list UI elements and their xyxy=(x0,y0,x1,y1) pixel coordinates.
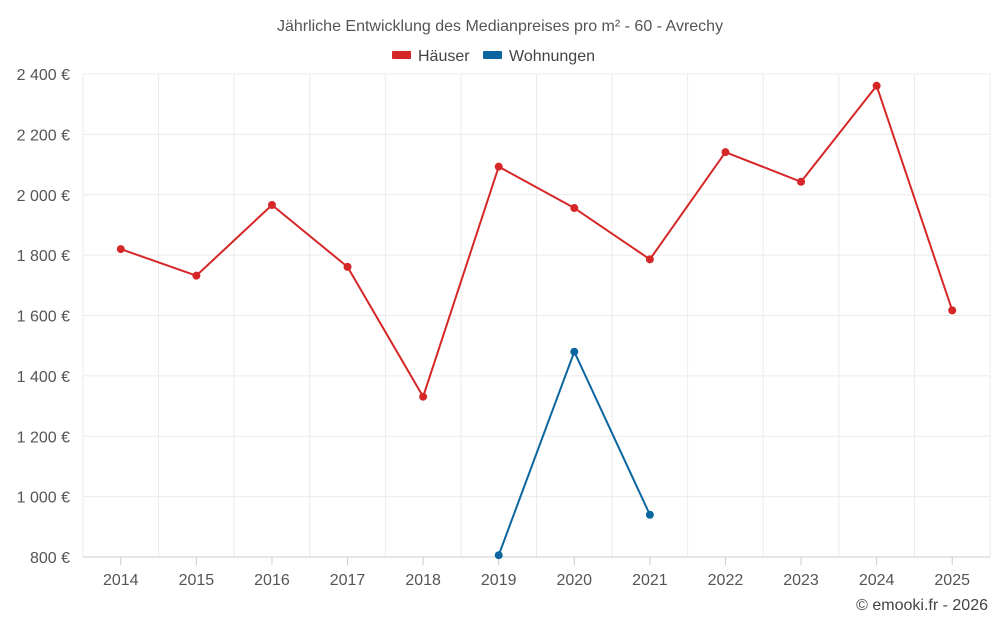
x-tick-label: 2015 xyxy=(179,572,215,589)
x-tick-label: 2025 xyxy=(934,572,970,589)
data-point-haeuser[interactable] xyxy=(872,81,881,90)
y-tick-label: 1 000 € xyxy=(17,490,70,507)
data-point-wohnungen[interactable] xyxy=(645,510,654,519)
x-tick-label: 2018 xyxy=(405,572,441,589)
y-tick-label: 1 200 € xyxy=(17,429,70,446)
x-tick-label: 2019 xyxy=(481,572,517,589)
y-tick-label: 1 400 € xyxy=(17,369,70,386)
legend-label-wohnungen: Wohnungen xyxy=(509,48,595,65)
data-point-haeuser[interactable] xyxy=(797,177,806,186)
legend-item-wohnungen[interactable]: Wohnungen xyxy=(483,48,595,65)
legend-item-haeuser[interactable]: Häuser xyxy=(392,48,470,65)
data-point-haeuser[interactable] xyxy=(494,162,503,171)
series-haeuser xyxy=(116,81,957,401)
data-point-haeuser[interactable] xyxy=(948,306,957,315)
series-line-wohnungen xyxy=(497,350,651,556)
x-tick-label: 2016 xyxy=(254,572,290,589)
series-wohnungen xyxy=(494,347,654,560)
y-tick-label: 2 200 € xyxy=(17,127,70,144)
x-tick-label: 2017 xyxy=(330,572,366,589)
x-tick-label: 2022 xyxy=(708,572,744,589)
data-point-haeuser[interactable] xyxy=(645,255,654,264)
data-point-haeuser[interactable] xyxy=(343,262,352,271)
y-tick-label: 2 400 € xyxy=(17,67,70,84)
legend-swatch-haeuser xyxy=(392,51,411,59)
x-tick-label: 2024 xyxy=(859,572,895,589)
y-tick-label: 800 € xyxy=(30,550,70,567)
x-axis-labels: 2014 2015 2016 2017 2018 2019 2020 2021 2022 2023… xyxy=(103,557,970,589)
y-tick-label: 2 000 € xyxy=(17,188,70,205)
x-tick-label: 2021 xyxy=(632,572,668,589)
data-point-haeuser[interactable] xyxy=(267,201,276,210)
legend: Häuser Wohnungen xyxy=(392,48,595,65)
data-point-wohnungen[interactable] xyxy=(494,551,503,560)
x-tick-label: 2023 xyxy=(783,572,819,589)
data-point-haeuser[interactable] xyxy=(419,392,428,401)
y-axis-labels: 800 € 1 000 € 1 200 € 1 400 € 1 600 € 1 800 €… xyxy=(17,67,70,567)
legend-swatch-wohnungen xyxy=(483,51,502,59)
x-grid xyxy=(82,74,991,557)
series-line-haeuser xyxy=(120,84,954,398)
data-point-haeuser[interactable] xyxy=(192,271,201,280)
y-tick-label: 1 800 € xyxy=(17,248,70,265)
series-layer xyxy=(116,81,957,560)
chart-credit: © emooki.fr - 2026 xyxy=(856,597,988,614)
y-tick-label: 1 600 € xyxy=(17,309,70,326)
data-point-haeuser[interactable] xyxy=(116,245,125,254)
legend-label-haeuser: Häuser xyxy=(418,48,470,65)
chart-title: Jährliche Entwicklung des Medianpreises … xyxy=(277,18,723,35)
data-point-haeuser[interactable] xyxy=(721,148,730,157)
data-point-wohnungen[interactable] xyxy=(570,347,579,356)
x-tick-label: 2014 xyxy=(103,572,139,589)
data-point-haeuser[interactable] xyxy=(570,204,579,213)
x-tick-label: 2020 xyxy=(556,572,592,589)
